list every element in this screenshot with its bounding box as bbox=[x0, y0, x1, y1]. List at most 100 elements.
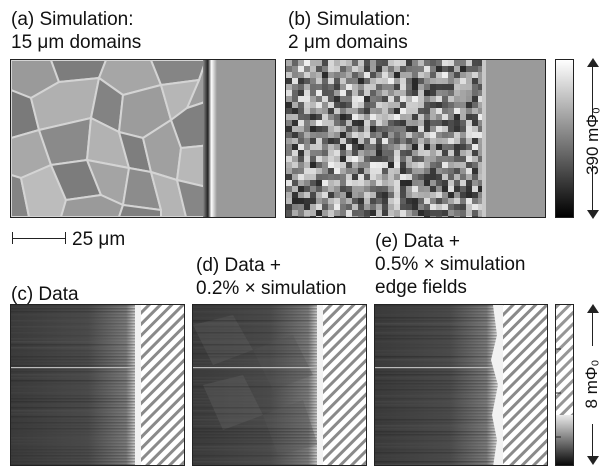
noise-cell bbox=[424, 216, 430, 217]
noise-cell bbox=[334, 72, 340, 78]
noise-cell bbox=[460, 144, 466, 150]
arrow-up-head-icon bbox=[587, 58, 599, 67]
noise-cell bbox=[382, 60, 388, 66]
noise-cell bbox=[364, 138, 370, 144]
noise-cell bbox=[352, 60, 358, 66]
noise-cell bbox=[400, 108, 406, 114]
noise-cell bbox=[442, 72, 448, 78]
noise-cell bbox=[334, 180, 340, 186]
noise-cell bbox=[376, 150, 382, 156]
noise-cell bbox=[304, 168, 310, 174]
noise-cell bbox=[448, 108, 454, 114]
noise-cell bbox=[382, 138, 388, 144]
noise-cell bbox=[322, 156, 328, 162]
scan-line bbox=[193, 338, 317, 340]
noise-cell bbox=[472, 204, 478, 210]
noise-cell bbox=[460, 150, 466, 156]
panel-d-title: (d) Data + 0.2% × simulation bbox=[196, 254, 347, 300]
scan-line bbox=[375, 431, 499, 433]
noise-cell bbox=[358, 114, 364, 120]
noise-cell bbox=[292, 114, 298, 120]
noise-cell bbox=[424, 66, 430, 72]
noise-cell bbox=[370, 84, 376, 90]
noise-cell bbox=[466, 108, 472, 114]
arrow-down-head-icon bbox=[587, 210, 599, 219]
noise-cell bbox=[412, 162, 418, 168]
noise-cell bbox=[400, 192, 406, 198]
noise-cell bbox=[376, 180, 382, 186]
noise-cell bbox=[448, 162, 454, 168]
scan-line bbox=[375, 314, 499, 316]
scan-lines bbox=[375, 305, 499, 465]
scan-line bbox=[375, 419, 499, 421]
noise-cell bbox=[322, 60, 328, 66]
noise-cell bbox=[352, 150, 358, 156]
noise-cell bbox=[316, 126, 322, 132]
noise-cell bbox=[328, 216, 334, 217]
noise-cell bbox=[322, 174, 328, 180]
noise-cell bbox=[328, 72, 334, 78]
scan-line bbox=[193, 356, 317, 358]
noise-cell bbox=[316, 132, 322, 138]
scan-line bbox=[375, 347, 499, 349]
noise-cell bbox=[406, 66, 412, 72]
scan-line bbox=[193, 443, 317, 445]
noise-cell bbox=[370, 66, 376, 72]
noise-cell bbox=[412, 108, 418, 114]
noise-cell bbox=[460, 156, 466, 162]
noise-cell bbox=[436, 96, 442, 102]
scan-line bbox=[375, 350, 499, 352]
noise-cell bbox=[472, 174, 478, 180]
noise-cell bbox=[292, 216, 298, 217]
noise-cell bbox=[364, 150, 370, 156]
noise-cell bbox=[376, 198, 382, 204]
noise-cell bbox=[436, 210, 442, 216]
noise-cell bbox=[418, 108, 424, 114]
noise-cell bbox=[478, 96, 484, 102]
noise-cell bbox=[460, 102, 466, 108]
noise-cell bbox=[430, 132, 436, 138]
noise-cell bbox=[292, 66, 298, 72]
scan-line bbox=[375, 329, 499, 331]
noise-cell bbox=[364, 120, 370, 126]
scan-line bbox=[375, 365, 499, 367]
noise-cell bbox=[448, 192, 454, 198]
noise-cell bbox=[310, 186, 316, 192]
noise-cell bbox=[304, 204, 310, 210]
noise-cell bbox=[346, 216, 352, 217]
noise-cell bbox=[364, 192, 370, 198]
noise-cell bbox=[316, 72, 322, 78]
noise-cell bbox=[358, 186, 364, 192]
noise-cell bbox=[340, 180, 346, 186]
noise-cell bbox=[430, 210, 436, 216]
noise-cell bbox=[430, 168, 436, 174]
noise-cell bbox=[454, 96, 460, 102]
noise-cell bbox=[340, 210, 346, 216]
noise-cell bbox=[478, 114, 484, 120]
noise-cell bbox=[448, 72, 454, 78]
noise-cell bbox=[406, 96, 412, 102]
noise-cell bbox=[316, 192, 322, 198]
noise-cell bbox=[406, 120, 412, 126]
noise-cell bbox=[328, 150, 334, 156]
noise-cell bbox=[400, 60, 406, 66]
noise-cell bbox=[310, 126, 316, 132]
scan-line bbox=[193, 383, 317, 385]
noise-cell bbox=[340, 162, 346, 168]
noise-cell bbox=[418, 180, 424, 186]
noise-cell bbox=[412, 192, 418, 198]
noise-cell bbox=[430, 180, 436, 186]
noise-cell bbox=[298, 96, 304, 102]
noise-cell bbox=[382, 66, 388, 72]
noise-cell bbox=[370, 138, 376, 144]
noise-cell bbox=[286, 192, 292, 198]
noise-cell bbox=[418, 156, 424, 162]
scan-line bbox=[11, 455, 135, 457]
noise-cell bbox=[472, 72, 478, 78]
noise-cell bbox=[316, 138, 322, 144]
noise-cell bbox=[412, 90, 418, 96]
noise-cell bbox=[406, 192, 412, 198]
noise-cell bbox=[424, 102, 430, 108]
noise-cell bbox=[400, 114, 406, 120]
noise-cell bbox=[316, 168, 322, 174]
